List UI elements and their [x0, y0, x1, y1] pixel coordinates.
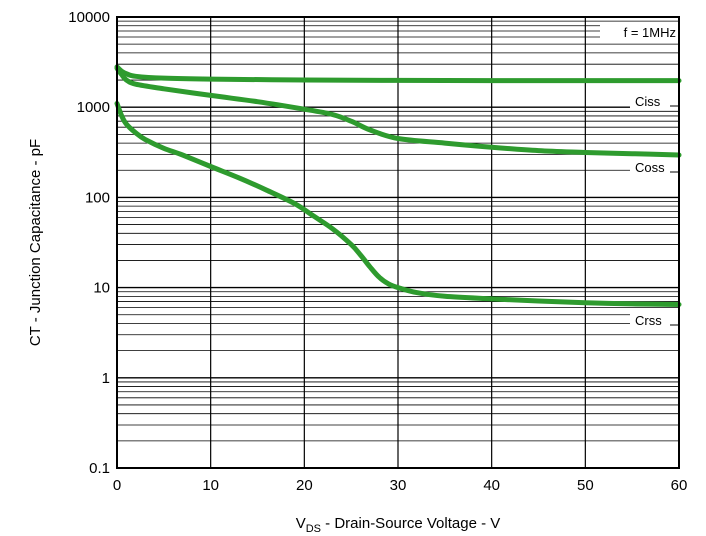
tick-labels: 0 10 20 30 40 50 60 0.1 1 10 100 1000 10000	[68, 9, 687, 494]
x-tick-label: 30	[390, 477, 407, 494]
x-tick-label: 20	[296, 477, 313, 494]
series-label-ciss: Ciss	[635, 94, 661, 109]
x-tick-label: 50	[577, 477, 594, 494]
series-line-coss	[114, 65, 682, 158]
y-tick-label: 10000	[68, 9, 110, 26]
series-label-coss: Coss	[635, 160, 665, 175]
frequency-annotation: f = 1MHz	[624, 25, 676, 40]
y-tick-label: 100	[85, 189, 110, 206]
y-tick-label: 0.1	[89, 460, 110, 477]
grid-lines	[117, 17, 679, 468]
series-label-background	[630, 312, 678, 328]
x-axis-label-main: V	[296, 515, 306, 532]
x-axis-label-rest: - Drain-Source Voltage - V	[321, 515, 500, 532]
x-tick-label: 0	[113, 477, 121, 494]
x-tick-label: 10	[202, 477, 219, 494]
x-tick-label: 40	[483, 477, 500, 494]
series-label-background	[630, 159, 678, 175]
series-label-background	[630, 93, 678, 109]
x-tick-label: 60	[671, 477, 688, 494]
x-axis-label-subscript: DS	[306, 523, 321, 535]
annotation-background	[600, 25, 678, 40]
x-axis-label: VDS - Drain-Source Voltage - V	[296, 515, 501, 535]
series-labels: Ciss Coss Crss	[630, 93, 679, 328]
y-tick-label: 10	[93, 280, 110, 297]
series-layer	[114, 64, 682, 307]
y-axis-label: CT - Junction Capacitance - pF	[27, 139, 44, 346]
series-line-ciss	[114, 64, 682, 84]
y-tick-label: 1000	[77, 99, 110, 116]
series-line-crss	[114, 101, 682, 307]
plot-frame	[116, 16, 680, 469]
series-label-crss: Crss	[635, 313, 662, 328]
y-tick-label: 1	[102, 370, 110, 387]
